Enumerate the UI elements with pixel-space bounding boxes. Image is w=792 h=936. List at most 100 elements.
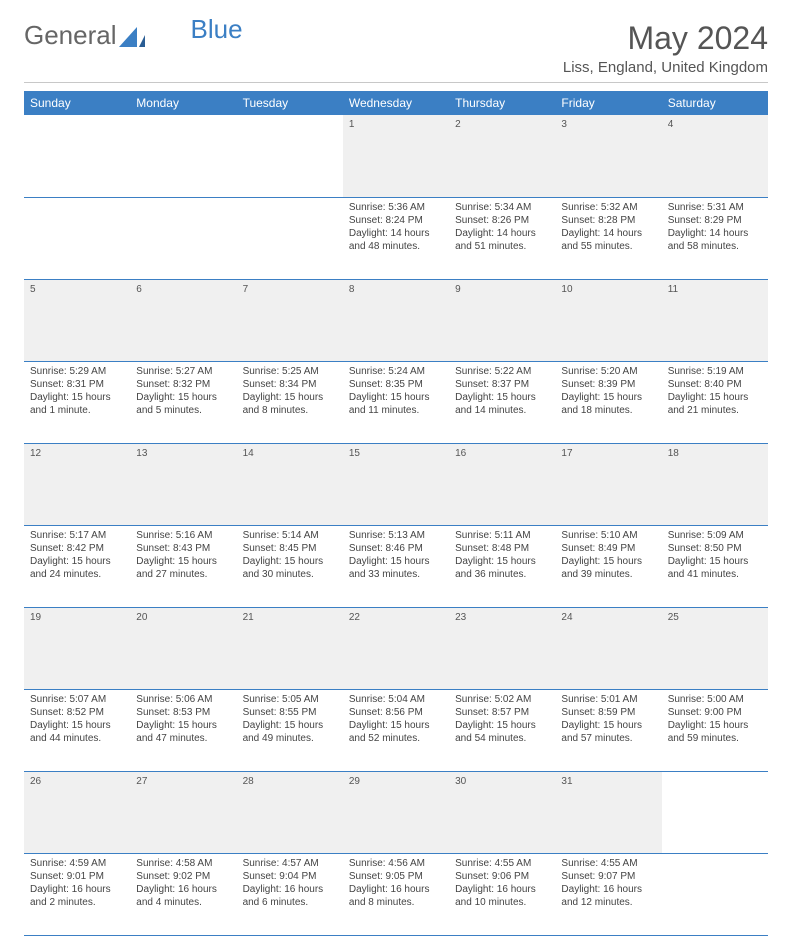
weekday-header: Thursday: [449, 91, 555, 115]
day-detail-cell: Sunrise: 4:56 AMSunset: 9:05 PMDaylight:…: [343, 853, 449, 935]
day-detail-cell: Sunrise: 5:16 AMSunset: 8:43 PMDaylight:…: [130, 525, 236, 607]
day-detail-text: Sunrise: 4:59 AMSunset: 9:01 PMDaylight:…: [30, 857, 124, 909]
day-detail-text: Sunrise: 5:17 AMSunset: 8:42 PMDaylight:…: [30, 529, 124, 581]
day-number-cell: 13: [130, 443, 236, 525]
day-number-cell: 8: [343, 279, 449, 361]
day-detail-text: Sunrise: 5:06 AMSunset: 8:53 PMDaylight:…: [136, 693, 230, 745]
day-detail-cell: [24, 197, 130, 279]
day-number-cell: 6: [130, 279, 236, 361]
day-detail-text: Sunrise: 5:11 AMSunset: 8:48 PMDaylight:…: [455, 529, 549, 581]
day-detail-cell: Sunrise: 5:13 AMSunset: 8:46 PMDaylight:…: [343, 525, 449, 607]
day-detail-row: Sunrise: 5:17 AMSunset: 8:42 PMDaylight:…: [24, 525, 768, 607]
day-detail-row: Sunrise: 5:29 AMSunset: 8:31 PMDaylight:…: [24, 361, 768, 443]
page-header: General Blue May 2024 Liss, England, Uni…: [24, 20, 768, 76]
day-detail-cell: Sunrise: 5:32 AMSunset: 8:28 PMDaylight:…: [555, 197, 661, 279]
day-number-cell: 2: [449, 115, 555, 197]
day-detail-text: Sunrise: 4:57 AMSunset: 9:04 PMDaylight:…: [243, 857, 337, 909]
day-number-cell: 14: [237, 443, 343, 525]
day-number-cell: 19: [24, 607, 130, 689]
day-number-cell: [662, 771, 768, 853]
day-detail-cell: Sunrise: 4:55 AMSunset: 9:07 PMDaylight:…: [555, 853, 661, 935]
day-detail-cell: Sunrise: 5:10 AMSunset: 8:49 PMDaylight:…: [555, 525, 661, 607]
day-number-cell: 3: [555, 115, 661, 197]
day-detail-text: Sunrise: 5:02 AMSunset: 8:57 PMDaylight:…: [455, 693, 549, 745]
day-detail-row: Sunrise: 5:36 AMSunset: 8:24 PMDaylight:…: [24, 197, 768, 279]
location-text: Liss, England, United Kingdom: [563, 59, 768, 76]
day-detail-text: Sunrise: 5:04 AMSunset: 8:56 PMDaylight:…: [349, 693, 443, 745]
day-detail-text: Sunrise: 5:05 AMSunset: 8:55 PMDaylight:…: [243, 693, 337, 745]
day-detail-text: Sunrise: 5:34 AMSunset: 8:26 PMDaylight:…: [455, 201, 549, 253]
logo: General Blue: [24, 20, 243, 51]
logo-text-1: General: [24, 20, 117, 51]
day-detail-cell: Sunrise: 5:25 AMSunset: 8:34 PMDaylight:…: [237, 361, 343, 443]
day-number-cell: 1: [343, 115, 449, 197]
day-number-cell: 31: [555, 771, 661, 853]
day-detail-text: Sunrise: 4:56 AMSunset: 9:05 PMDaylight:…: [349, 857, 443, 909]
day-number-cell: 24: [555, 607, 661, 689]
day-detail-cell: Sunrise: 4:58 AMSunset: 9:02 PMDaylight:…: [130, 853, 236, 935]
day-detail-cell: Sunrise: 5:22 AMSunset: 8:37 PMDaylight:…: [449, 361, 555, 443]
header-divider: [24, 82, 768, 83]
day-number-cell: 18: [662, 443, 768, 525]
day-number-cell: [24, 115, 130, 197]
day-detail-row: Sunrise: 5:07 AMSunset: 8:52 PMDaylight:…: [24, 689, 768, 771]
day-detail-cell: Sunrise: 5:17 AMSunset: 8:42 PMDaylight:…: [24, 525, 130, 607]
day-detail-text: Sunrise: 5:24 AMSunset: 8:35 PMDaylight:…: [349, 365, 443, 417]
day-number-cell: 7: [237, 279, 343, 361]
day-detail-cell: Sunrise: 5:04 AMSunset: 8:56 PMDaylight:…: [343, 689, 449, 771]
day-number-cell: 27: [130, 771, 236, 853]
day-detail-text: Sunrise: 5:19 AMSunset: 8:40 PMDaylight:…: [668, 365, 762, 417]
day-number-cell: 29: [343, 771, 449, 853]
logo-sail-icon: [119, 25, 145, 47]
title-block: May 2024 Liss, England, United Kingdom: [563, 20, 768, 76]
day-number-cell: 30: [449, 771, 555, 853]
day-detail-cell: Sunrise: 5:11 AMSunset: 8:48 PMDaylight:…: [449, 525, 555, 607]
day-detail-text: Sunrise: 5:29 AMSunset: 8:31 PMDaylight:…: [30, 365, 124, 417]
day-detail-cell: Sunrise: 5:27 AMSunset: 8:32 PMDaylight:…: [130, 361, 236, 443]
day-number-cell: 9: [449, 279, 555, 361]
day-detail-text: Sunrise: 5:09 AMSunset: 8:50 PMDaylight:…: [668, 529, 762, 581]
day-number-cell: 5: [24, 279, 130, 361]
day-detail-cell: Sunrise: 5:14 AMSunset: 8:45 PMDaylight:…: [237, 525, 343, 607]
day-detail-text: Sunrise: 5:07 AMSunset: 8:52 PMDaylight:…: [30, 693, 124, 745]
day-detail-cell: Sunrise: 4:59 AMSunset: 9:01 PMDaylight:…: [24, 853, 130, 935]
day-number-cell: 12: [24, 443, 130, 525]
day-detail-cell: Sunrise: 5:20 AMSunset: 8:39 PMDaylight:…: [555, 361, 661, 443]
day-detail-cell: Sunrise: 5:24 AMSunset: 8:35 PMDaylight:…: [343, 361, 449, 443]
day-number-cell: 25: [662, 607, 768, 689]
day-detail-cell: Sunrise: 5:06 AMSunset: 8:53 PMDaylight:…: [130, 689, 236, 771]
day-number-cell: 10: [555, 279, 661, 361]
day-number-row: 19202122232425: [24, 607, 768, 689]
day-detail-cell: Sunrise: 4:57 AMSunset: 9:04 PMDaylight:…: [237, 853, 343, 935]
day-detail-cell: Sunrise: 5:09 AMSunset: 8:50 PMDaylight:…: [662, 525, 768, 607]
day-detail-text: Sunrise: 5:00 AMSunset: 9:00 PMDaylight:…: [668, 693, 762, 745]
day-number-cell: 26: [24, 771, 130, 853]
day-number-cell: 16: [449, 443, 555, 525]
weekday-header: Tuesday: [237, 91, 343, 115]
day-detail-cell: Sunrise: 5:19 AMSunset: 8:40 PMDaylight:…: [662, 361, 768, 443]
day-detail-text: Sunrise: 5:16 AMSunset: 8:43 PMDaylight:…: [136, 529, 230, 581]
day-detail-text: Sunrise: 4:55 AMSunset: 9:07 PMDaylight:…: [561, 857, 655, 909]
day-detail-text: Sunrise: 5:01 AMSunset: 8:59 PMDaylight:…: [561, 693, 655, 745]
day-number-cell: [130, 115, 236, 197]
day-detail-cell: Sunrise: 4:55 AMSunset: 9:06 PMDaylight:…: [449, 853, 555, 935]
weekday-header: Monday: [130, 91, 236, 115]
day-detail-cell: Sunrise: 5:29 AMSunset: 8:31 PMDaylight:…: [24, 361, 130, 443]
day-detail-text: Sunrise: 5:25 AMSunset: 8:34 PMDaylight:…: [243, 365, 337, 417]
day-detail-cell: [237, 197, 343, 279]
weekday-header: Sunday: [24, 91, 130, 115]
day-detail-text: Sunrise: 4:58 AMSunset: 9:02 PMDaylight:…: [136, 857, 230, 909]
day-detail-text: Sunrise: 5:14 AMSunset: 8:45 PMDaylight:…: [243, 529, 337, 581]
day-number-cell: 4: [662, 115, 768, 197]
day-detail-cell: [662, 853, 768, 935]
day-detail-cell: Sunrise: 5:07 AMSunset: 8:52 PMDaylight:…: [24, 689, 130, 771]
day-detail-cell: Sunrise: 5:02 AMSunset: 8:57 PMDaylight:…: [449, 689, 555, 771]
day-number-cell: [237, 115, 343, 197]
day-detail-text: Sunrise: 5:22 AMSunset: 8:37 PMDaylight:…: [455, 365, 549, 417]
day-number-cell: 20: [130, 607, 236, 689]
day-detail-cell: Sunrise: 5:36 AMSunset: 8:24 PMDaylight:…: [343, 197, 449, 279]
month-title: May 2024: [563, 20, 768, 57]
day-detail-text: Sunrise: 5:10 AMSunset: 8:49 PMDaylight:…: [561, 529, 655, 581]
day-number-row: 567891011: [24, 279, 768, 361]
day-detail-cell: [130, 197, 236, 279]
